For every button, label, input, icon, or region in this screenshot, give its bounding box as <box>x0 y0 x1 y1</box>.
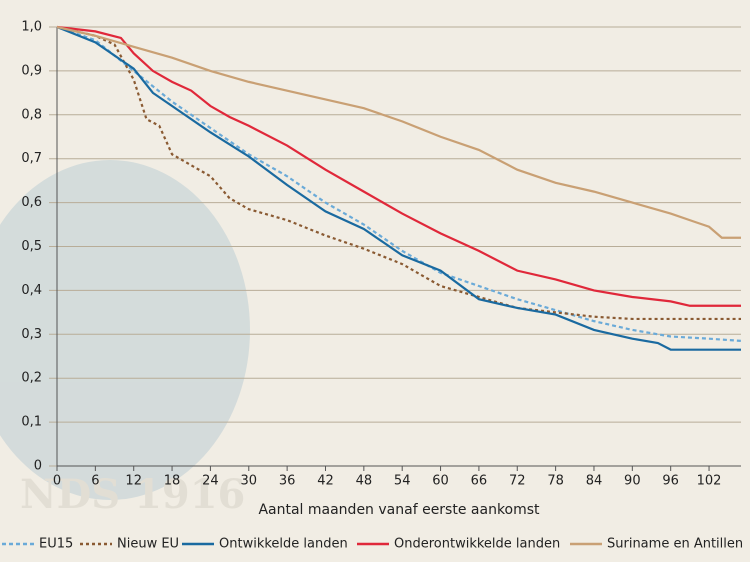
x-tick-label: 60 <box>432 474 449 489</box>
x-tick-label: 102 <box>697 474 722 489</box>
x-tick-label: 0 <box>53 474 61 489</box>
y-tick-label: 0,3 <box>21 327 42 342</box>
legend-label: Onderontwikkelde landen <box>394 537 560 552</box>
y-tick-label: 0,1 <box>21 415 42 430</box>
x-tick-label: 48 <box>356 474 373 489</box>
y-tick-label: 0,9 <box>21 63 42 78</box>
x-tick-label: 30 <box>241 474 258 489</box>
y-tick-label: 1,0 <box>21 20 42 35</box>
series-line <box>56 25 741 351</box>
y-tick-label: 0,4 <box>21 283 42 298</box>
y-tick-label: 0 <box>34 459 42 474</box>
watermark: NDS 1916 <box>20 471 245 518</box>
x-tick-label: 84 <box>586 474 603 489</box>
legend-label: Suriname en Antillen <box>607 537 743 552</box>
y-tick-label: 0,5 <box>21 239 42 254</box>
watermark-logo: NDS 1916 <box>0 160 250 518</box>
x-tick-label: 18 <box>164 474 181 489</box>
x-tick-label: 72 <box>509 474 526 489</box>
x-tick-label: 78 <box>547 474 564 489</box>
x-tick-label: 36 <box>279 474 296 489</box>
x-tick-label: 96 <box>662 474 679 489</box>
x-tick-label: 90 <box>624 474 641 489</box>
x-tick-label: 54 <box>394 474 411 489</box>
series-line <box>56 25 741 239</box>
x-tick-label: 12 <box>125 474 142 489</box>
x-tick-label: 6 <box>91 474 99 489</box>
series-line <box>56 25 741 321</box>
series-line <box>56 25 741 307</box>
series-line <box>56 25 742 342</box>
legend-label: EU15 <box>39 537 73 552</box>
y-tick-label: 0,8 <box>21 107 42 122</box>
x-tick-label: 24 <box>202 474 219 489</box>
x-axis-label: Aantal maanden vanaf eerste aankomst <box>258 502 540 518</box>
y-tick-label: 0,7 <box>21 151 42 166</box>
y-tick-label: 0,2 <box>21 371 42 386</box>
x-tick-label: 42 <box>317 474 334 489</box>
y-tick-label: 0,6 <box>21 195 42 210</box>
legend-label: Ontwikkelde landen <box>219 537 348 552</box>
x-tick-label: 66 <box>471 474 488 489</box>
legend-label: Nieuw EU <box>117 537 179 552</box>
